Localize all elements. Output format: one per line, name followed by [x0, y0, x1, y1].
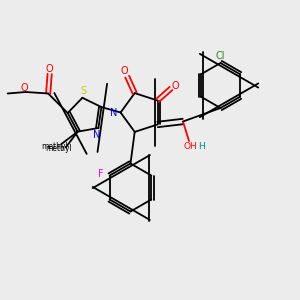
Text: N: N [110, 107, 118, 118]
Text: S: S [81, 86, 87, 96]
Text: F: F [98, 169, 103, 179]
Text: O: O [21, 83, 28, 93]
Text: OH: OH [184, 142, 197, 151]
Text: H: H [198, 142, 204, 151]
Text: methyl: methyl [45, 144, 72, 153]
Text: methyl: methyl [42, 142, 68, 151]
Text: O: O [172, 80, 179, 91]
Text: N: N [93, 130, 100, 140]
Text: O: O [121, 66, 129, 76]
Text: O: O [46, 64, 53, 74]
Text: Cl: Cl [216, 50, 225, 61]
